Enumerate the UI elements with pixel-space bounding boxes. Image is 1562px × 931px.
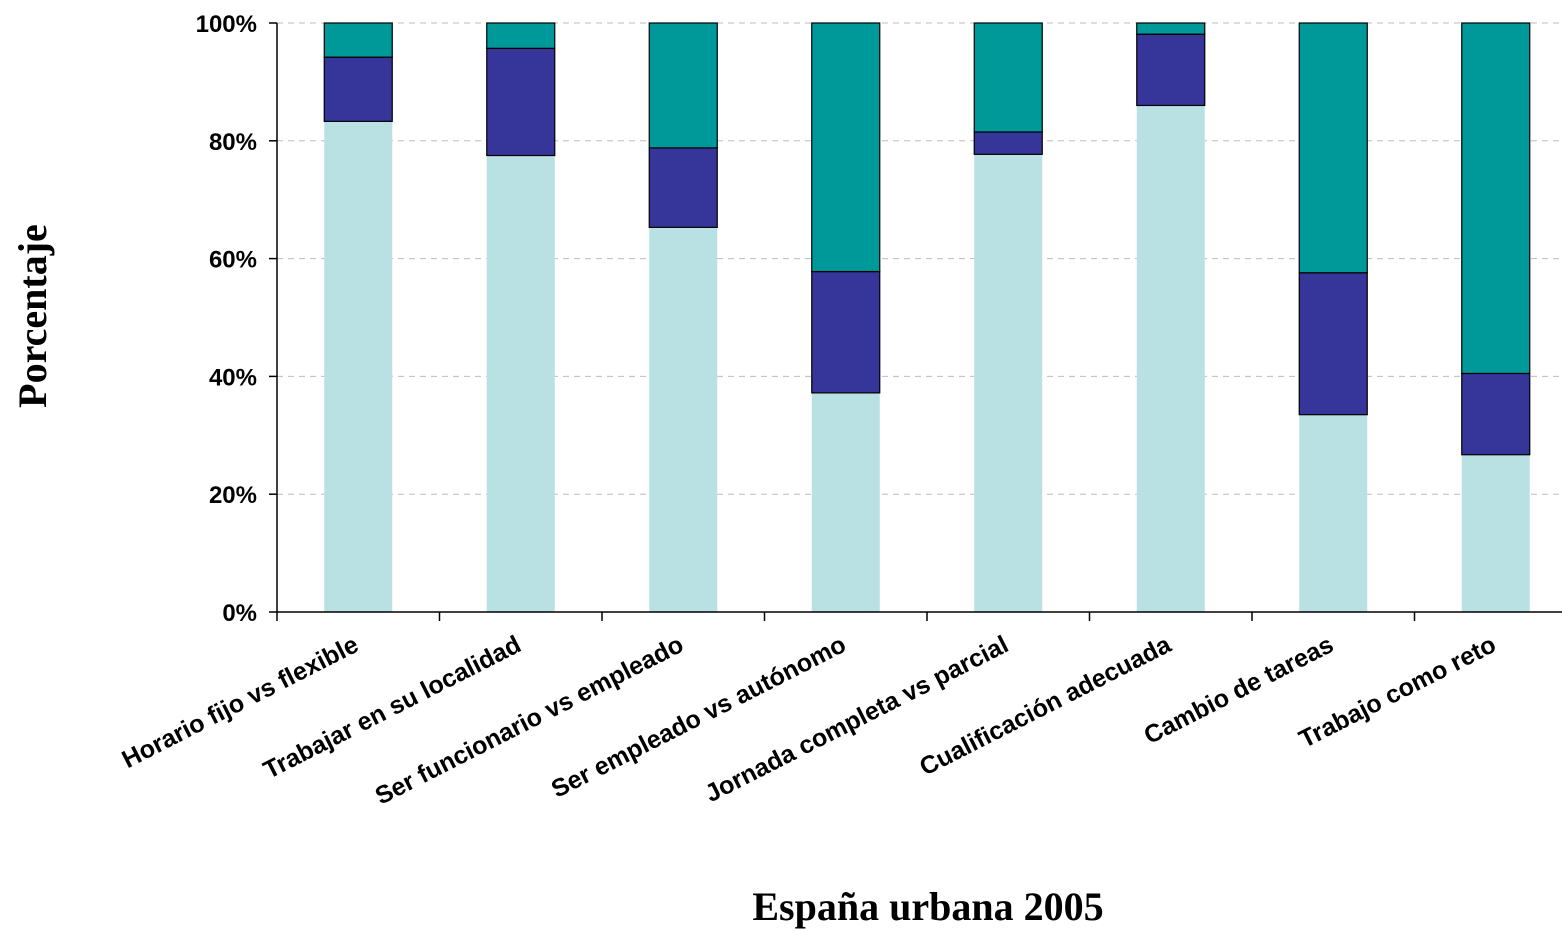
grid-layer — [277, 22, 1562, 495]
bar-segment — [1461, 372, 1531, 456]
x-tick-label: Ser funcionario vs empleado — [371, 630, 688, 810]
axis-layer — [269, 22, 1562, 621]
bar-segment — [648, 22, 718, 149]
x-tick-label: Trabajar en su localidad — [259, 630, 525, 784]
bar-segment — [973, 131, 1043, 155]
bar-layer — [323, 22, 1531, 613]
bar-segment — [1298, 272, 1368, 416]
y-axis-title: Porcentaje — [10, 224, 55, 408]
bar-segment — [973, 22, 1043, 133]
x-axis-title: España urbana 2005 — [752, 884, 1103, 929]
x-tick-label: Cualificación adecuada — [915, 630, 1176, 782]
bar-segment — [974, 154, 1043, 613]
y-tick-label: 40% — [209, 364, 257, 391]
bar-segment — [1136, 33, 1206, 107]
bar-segment — [811, 392, 880, 612]
bar-segment — [648, 147, 718, 228]
bar-segment — [324, 121, 393, 612]
y-tick-label: 20% — [209, 482, 257, 509]
bar-segment — [1299, 414, 1368, 612]
bar-segment — [1461, 22, 1531, 375]
bar-segment — [486, 155, 555, 612]
bar-segment — [323, 56, 393, 122]
x-tick-label: Ser empleado vs autónomo — [547, 630, 851, 803]
bar-segment — [1461, 454, 1530, 612]
bar-segment — [649, 227, 718, 612]
bar-segment — [486, 47, 556, 157]
y-tick-label: 100% — [196, 11, 257, 38]
bar-segment — [1298, 22, 1368, 274]
bar-segment — [811, 270, 881, 394]
y-tick-label: 60% — [209, 247, 257, 274]
bar-segment — [486, 22, 556, 49]
bar-segment — [1136, 105, 1205, 613]
bar-segment — [1136, 22, 1206, 35]
bar-segment — [323, 22, 393, 58]
bar-segment — [811, 22, 881, 273]
y-tick-label: 0% — [222, 600, 257, 627]
y-tick-label: 80% — [209, 129, 257, 156]
x-tick-label: Jornada completa vs parcial — [701, 630, 1013, 808]
